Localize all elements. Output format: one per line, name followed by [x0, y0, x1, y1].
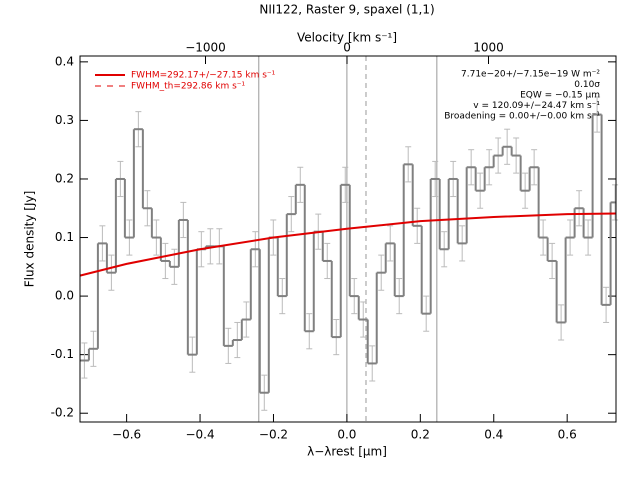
annotation: EQW = −0.15 μm: [520, 91, 600, 101]
legend-label: FWHM_th=292.86 km s⁻¹: [131, 82, 246, 92]
x-tick-label: 0.2: [411, 428, 430, 442]
x-tick-label: 0.4: [484, 428, 503, 442]
x2-label: Velocity [km s⁻¹]: [297, 31, 397, 45]
x-label: λ−λrest [μm]: [307, 445, 387, 459]
plot-frame: [79, 55, 617, 423]
annotation: v = 120.09+/−24.47 km s⁻¹: [473, 101, 600, 111]
legend-label: FWHM=292.17+/−27.15 km s⁻¹: [131, 71, 276, 81]
annotation: 7.71e−20+/−7.15e−19 W m⁻²: [461, 70, 600, 80]
y-tick-label: -0.1: [51, 347, 74, 361]
x-tick-label: −0.6: [112, 428, 141, 442]
x2-tick-label: −1000: [185, 41, 226, 55]
y-tick-label: 0.2: [55, 171, 74, 185]
x2-tick-label: 1000: [473, 41, 504, 55]
y-tick-label: 0.3: [55, 113, 74, 127]
x-tick-label: 0.6: [558, 428, 577, 442]
y-tick-label: 0.4: [55, 54, 74, 68]
x2-tick-label: 0: [343, 41, 351, 55]
y-tick-label: -0.2: [51, 406, 74, 420]
x-tick-label: 0.0: [337, 428, 356, 442]
y-tick-label: 0.0: [55, 289, 74, 303]
fit-line: [79, 212, 617, 277]
x-tick-label: −0.2: [259, 428, 288, 442]
annotation: Broadening = 0.00+/−0.00 km s⁻¹: [444, 112, 600, 122]
chart-title: NII122, Raster 9, spaxel (1,1): [259, 3, 434, 17]
annotation: 0.10σ: [574, 80, 600, 90]
y-tick-label: 0.1: [55, 230, 74, 244]
y-label: Flux density [Jy]: [23, 191, 37, 288]
x-tick-label: −0.4: [185, 428, 214, 442]
